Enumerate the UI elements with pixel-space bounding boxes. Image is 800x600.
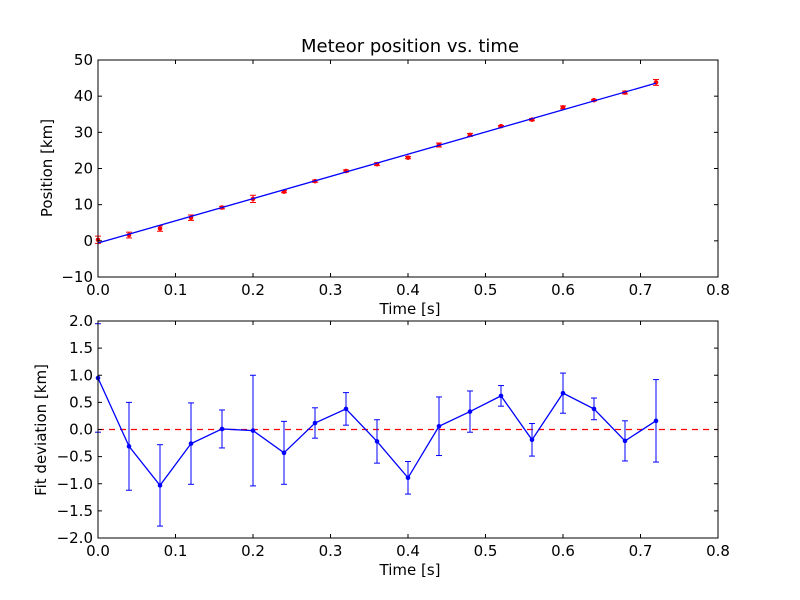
y-axis-label: Position [km] (38, 119, 56, 217)
position-chart: Meteor position vs. time 0.0 0.1 0.2 0.3 0.4… (38, 36, 730, 318)
y-axis-ticks: −2.0 −1.5 −1.0 −0.5 0.0 0.5 1.0 1.5 2.0 (57, 312, 718, 547)
data-point (405, 155, 411, 160)
data-point (622, 438, 628, 444)
data-point (436, 423, 442, 429)
data-point (281, 450, 287, 456)
data-point (467, 409, 473, 414)
data-point (126, 444, 132, 449)
chart-title: Meteor position vs. time (301, 36, 519, 57)
data-point (591, 406, 597, 412)
x-tick-label: 0.4 (396, 542, 420, 560)
x-tick-label: 0.3 (319, 542, 343, 560)
data-point (219, 426, 225, 432)
x-tick-label: 0.2 (241, 542, 265, 560)
y-axis-ticks: −10 0 10 20 30 40 50 (61, 51, 718, 286)
x-tick-label: 0.8 (706, 281, 730, 299)
deviation-chart: 0.0 0.1 0.2 0.3 0.4 0.5 0.6 0.7 0.8 −2.0 −1.5 −1.0… (32, 312, 730, 579)
data-point (157, 483, 163, 488)
data-point (157, 226, 163, 231)
y-tick-label: 10 (74, 196, 93, 214)
x-tick-label: 0.5 (474, 542, 498, 560)
y-tick-label: 20 (74, 160, 93, 178)
x-axis-ticks: 0.0 0.1 0.2 0.3 0.4 0.5 0.6 0.7 0.8 (86, 321, 730, 560)
y-tick-label: −1.0 (57, 475, 93, 493)
x-axis-label: Time [s] (379, 561, 441, 579)
y-tick-label: 50 (74, 51, 93, 69)
fit-line (97, 82, 657, 244)
x-tick-label: 0.4 (396, 281, 420, 299)
x-tick-label: 0.6 (551, 542, 575, 560)
x-tick-label: 0.2 (241, 281, 265, 299)
data-point (560, 105, 566, 110)
y-tick-label: −2.0 (57, 529, 93, 547)
y-tick-label: 0.0 (69, 421, 93, 439)
x-axis-label: Time [s] (379, 300, 441, 318)
y-tick-label: −10 (61, 268, 93, 286)
data-point (653, 418, 659, 424)
data-point (250, 428, 256, 433)
y-tick-label: −0.5 (57, 448, 93, 466)
data-point (529, 437, 535, 443)
deviation-series-group (95, 323, 659, 527)
data-point (343, 406, 349, 412)
y-tick-label: −1.5 (57, 502, 93, 520)
y-tick-label: 0.5 (69, 393, 93, 411)
x-tick-label: 0.3 (319, 281, 343, 299)
data-point (374, 439, 380, 444)
data-point (188, 441, 194, 446)
y-tick-label: 30 (74, 123, 93, 141)
data-point (312, 420, 318, 426)
data-point (560, 390, 566, 396)
x-tick-label: 0.5 (474, 281, 498, 299)
data-point (405, 475, 411, 481)
x-tick-label: 0.6 (551, 281, 575, 299)
data-point (498, 393, 504, 399)
x-tick-label: 0.7 (629, 542, 653, 560)
y-tick-label: 40 (74, 87, 93, 105)
x-axis-ticks: 0.0 0.1 0.2 0.3 0.4 0.5 0.6 0.7 0.8 (86, 60, 730, 299)
x-tick-label: 0.0 (86, 542, 110, 560)
y-tick-label: 2.0 (69, 312, 93, 330)
y-axis-label: Fit deviation [km] (32, 364, 50, 496)
y-tick-label: 0 (83, 232, 93, 250)
y-tick-label: 1.0 (69, 366, 93, 384)
y-tick-label: 1.5 (69, 339, 93, 357)
x-tick-label: 0.1 (164, 281, 188, 299)
x-tick-label: 0.0 (86, 281, 110, 299)
x-tick-label: 0.7 (629, 281, 653, 299)
x-tick-label: 0.1 (164, 542, 188, 560)
position-series-group (95, 79, 659, 244)
x-tick-label: 0.8 (706, 542, 730, 560)
